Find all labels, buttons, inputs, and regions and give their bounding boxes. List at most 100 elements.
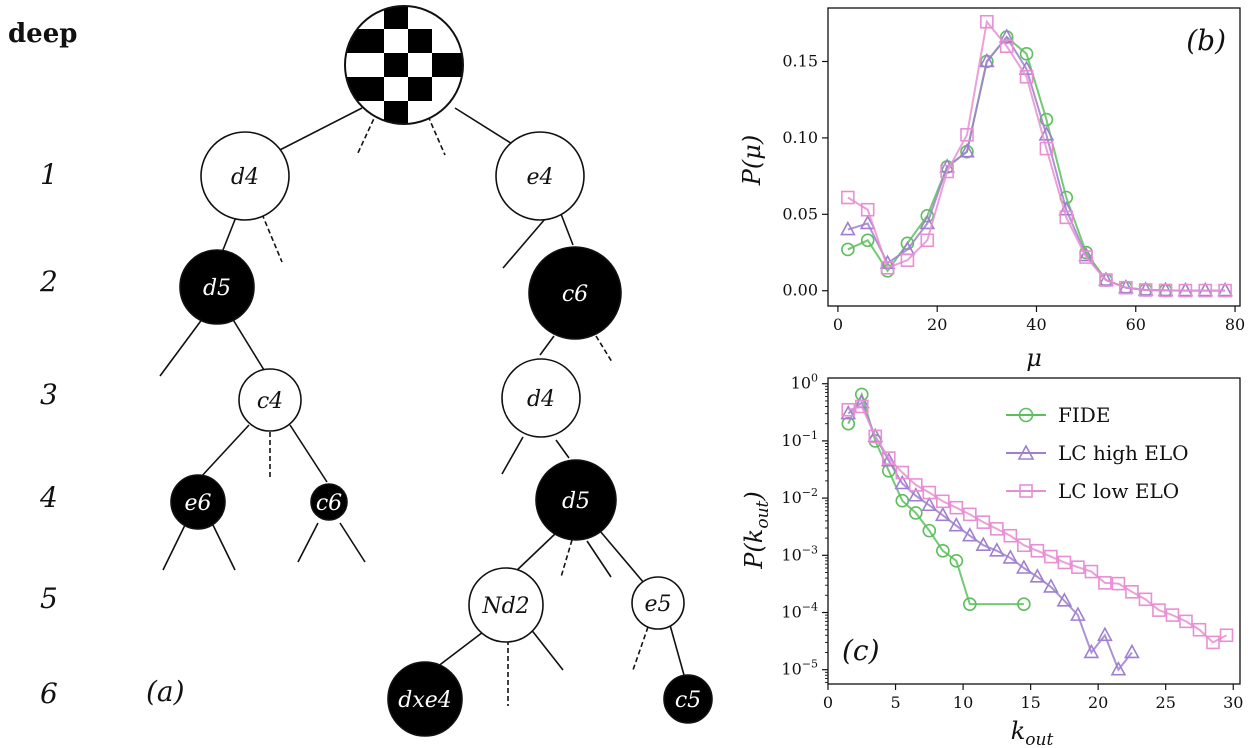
c-point-lc_high-19 (1097, 626, 1113, 642)
c-xtick-label-3: 15 (1020, 693, 1040, 712)
chart-b-y-ticks: 0.00 0.05 0.10 0.15 (782, 51, 828, 300)
b-point-lc_high-6 (959, 142, 975, 158)
b-point-lc_low-0 (841, 190, 855, 205)
b-point-lc_high-7 (979, 52, 995, 68)
edge-e4-stub (502, 211, 552, 269)
c-point-lc_high-4 (894, 474, 911, 490)
root-node (344, 5, 464, 125)
c-xtick-label-1: 5 (890, 693, 900, 712)
c-xtick-label-4: 20 (1088, 693, 1108, 712)
edge-c4-c6 (289, 424, 328, 483)
b-point-lc_low-16 (1158, 283, 1173, 298)
b-point-lc_low-9 (1019, 69, 1034, 84)
legend-entry-lc-high: LC high ELO (1006, 441, 1189, 465)
b-point-lc_low-1 (860, 202, 875, 217)
c-point-lc_high-16 (1056, 592, 1073, 607)
c-point-lc_low-1 (854, 399, 869, 414)
c-point-fide-5 (909, 506, 923, 520)
legend-marker-lc-high (1017, 444, 1035, 460)
chart-c-xlabel: kout (1011, 717, 1054, 748)
node-e5 (631, 576, 685, 630)
b-point-fide-10 (1039, 112, 1054, 127)
node-c6a (528, 246, 622, 340)
b-point-lc_high-0 (840, 220, 856, 236)
b-point-lc_low-14 (1119, 280, 1133, 295)
c-point-lc_low-14 (1030, 543, 1045, 558)
b-point-lc_low-11 (1059, 210, 1074, 225)
edge-e6-stub-right (211, 522, 236, 571)
chart-c-series (840, 387, 1234, 676)
chart-c-y-ticks: 100 10−1 10−2 10−3 10−4 10−5 (781, 372, 828, 683)
chart-c-legend: FIDE LC high ELO LC low ELO (1006, 403, 1189, 503)
node-c4 (238, 368, 302, 432)
c-point-lc_low-27 (1206, 635, 1220, 650)
game-tree: deep 1 2 3 4 5 6 (a) (8, 5, 713, 737)
node-label-c5: c5 (675, 688, 701, 713)
c-xtick-label-5: 25 (1156, 693, 1176, 712)
chart-b-frame (827, 7, 1241, 307)
c-point-lc_high-21 (1124, 643, 1140, 659)
c-point-lc_low-25 (1179, 614, 1193, 629)
edge-c6-d4 (539, 335, 555, 356)
c-ytick-label-2: 10−2 (781, 486, 818, 507)
b-point-lc_high-1 (859, 214, 876, 230)
c-point-lc_high-0 (840, 404, 857, 420)
c-point-fide-4 (895, 493, 910, 508)
b-xtick-label-0: 0 (833, 315, 843, 334)
node-label-c6b: c6 (316, 491, 342, 516)
b-point-lc_low-10 (1039, 141, 1054, 156)
c-point-lc_low-11 (990, 522, 1004, 536)
c-point-lc_high-10 (975, 536, 992, 552)
b-xtick-label-3: 60 (1126, 315, 1146, 334)
b-point-lc_low-18 (1198, 283, 1213, 298)
c-point-lc_low-13 (1017, 538, 1031, 553)
edge-d5-stub (159, 317, 204, 377)
c-point-lc_high-20 (1110, 661, 1127, 676)
legend-label-lc-high: LC high ELO (1058, 441, 1189, 465)
c-point-lc_low-3 (881, 451, 896, 465)
chart-b-xlabel: μ (1026, 344, 1042, 372)
c-point-lc_high-15 (1043, 578, 1059, 593)
c-point-lc_low-5 (909, 478, 923, 492)
b-point-lc_low-8 (999, 39, 1014, 54)
node-dxe4 (387, 661, 463, 737)
node-nd2 (468, 567, 544, 643)
edge-d5-c4 (231, 317, 265, 371)
edge-root-d4 (269, 107, 363, 156)
edge-root-stub-left (356, 111, 378, 156)
c-point-lc_low-0 (841, 402, 856, 417)
tree-edges (159, 107, 685, 706)
edge-d4-stub (261, 213, 283, 263)
node-label-e6: e6 (184, 491, 211, 516)
c-ytick-label-3: 10−3 (781, 543, 818, 564)
c-point-lc_high-17 (1070, 606, 1086, 621)
b-point-lc_low-17 (1178, 283, 1193, 298)
c-point-lc_low-28 (1219, 628, 1234, 643)
b-point-lc_low-6 (960, 128, 974, 142)
depth-label-5: 5 (40, 582, 58, 615)
b-point-lc_high-13 (1098, 271, 1114, 286)
b-line-fide (847, 35, 1166, 292)
c-point-lc_low-21 (1125, 585, 1139, 599)
legend-label-fide: FIDE (1058, 403, 1110, 427)
edge-d5b-stub-mid (560, 539, 573, 578)
panel-label-b: (b) (1186, 24, 1226, 57)
chart-c-x-ticks: 0 5 10 15 20 25 30 (823, 684, 1243, 712)
c-point-lc_low-16 (1057, 555, 1072, 570)
panel-label-a: (a) (146, 675, 185, 708)
b-xtick-label-2: 40 (1026, 315, 1046, 334)
c-point-lc_low-15 (1044, 549, 1058, 564)
chart-c: 0 5 10 15 20 25 30 100 10−1 10−2 10−3 10−4 10−5 (c)… (740, 372, 1243, 748)
node-d4b (501, 358, 581, 438)
c-point-lc_high-9 (961, 527, 978, 542)
depth-label-6: 6 (40, 677, 58, 710)
c-point-lc_low-8 (949, 500, 964, 515)
b-xtick-label-1: 20 (927, 315, 947, 334)
edge-nd2-dxe4 (436, 631, 484, 668)
c-xtick-label-2: 10 (953, 693, 973, 712)
c-point-lc_high-12 (1002, 549, 1019, 564)
edge-c6b-stub-right (339, 522, 366, 563)
c-point-lc_low-17 (1071, 560, 1085, 574)
c-point-lc_low-4 (895, 465, 910, 480)
c-point-lc_high-14 (1029, 568, 1046, 583)
